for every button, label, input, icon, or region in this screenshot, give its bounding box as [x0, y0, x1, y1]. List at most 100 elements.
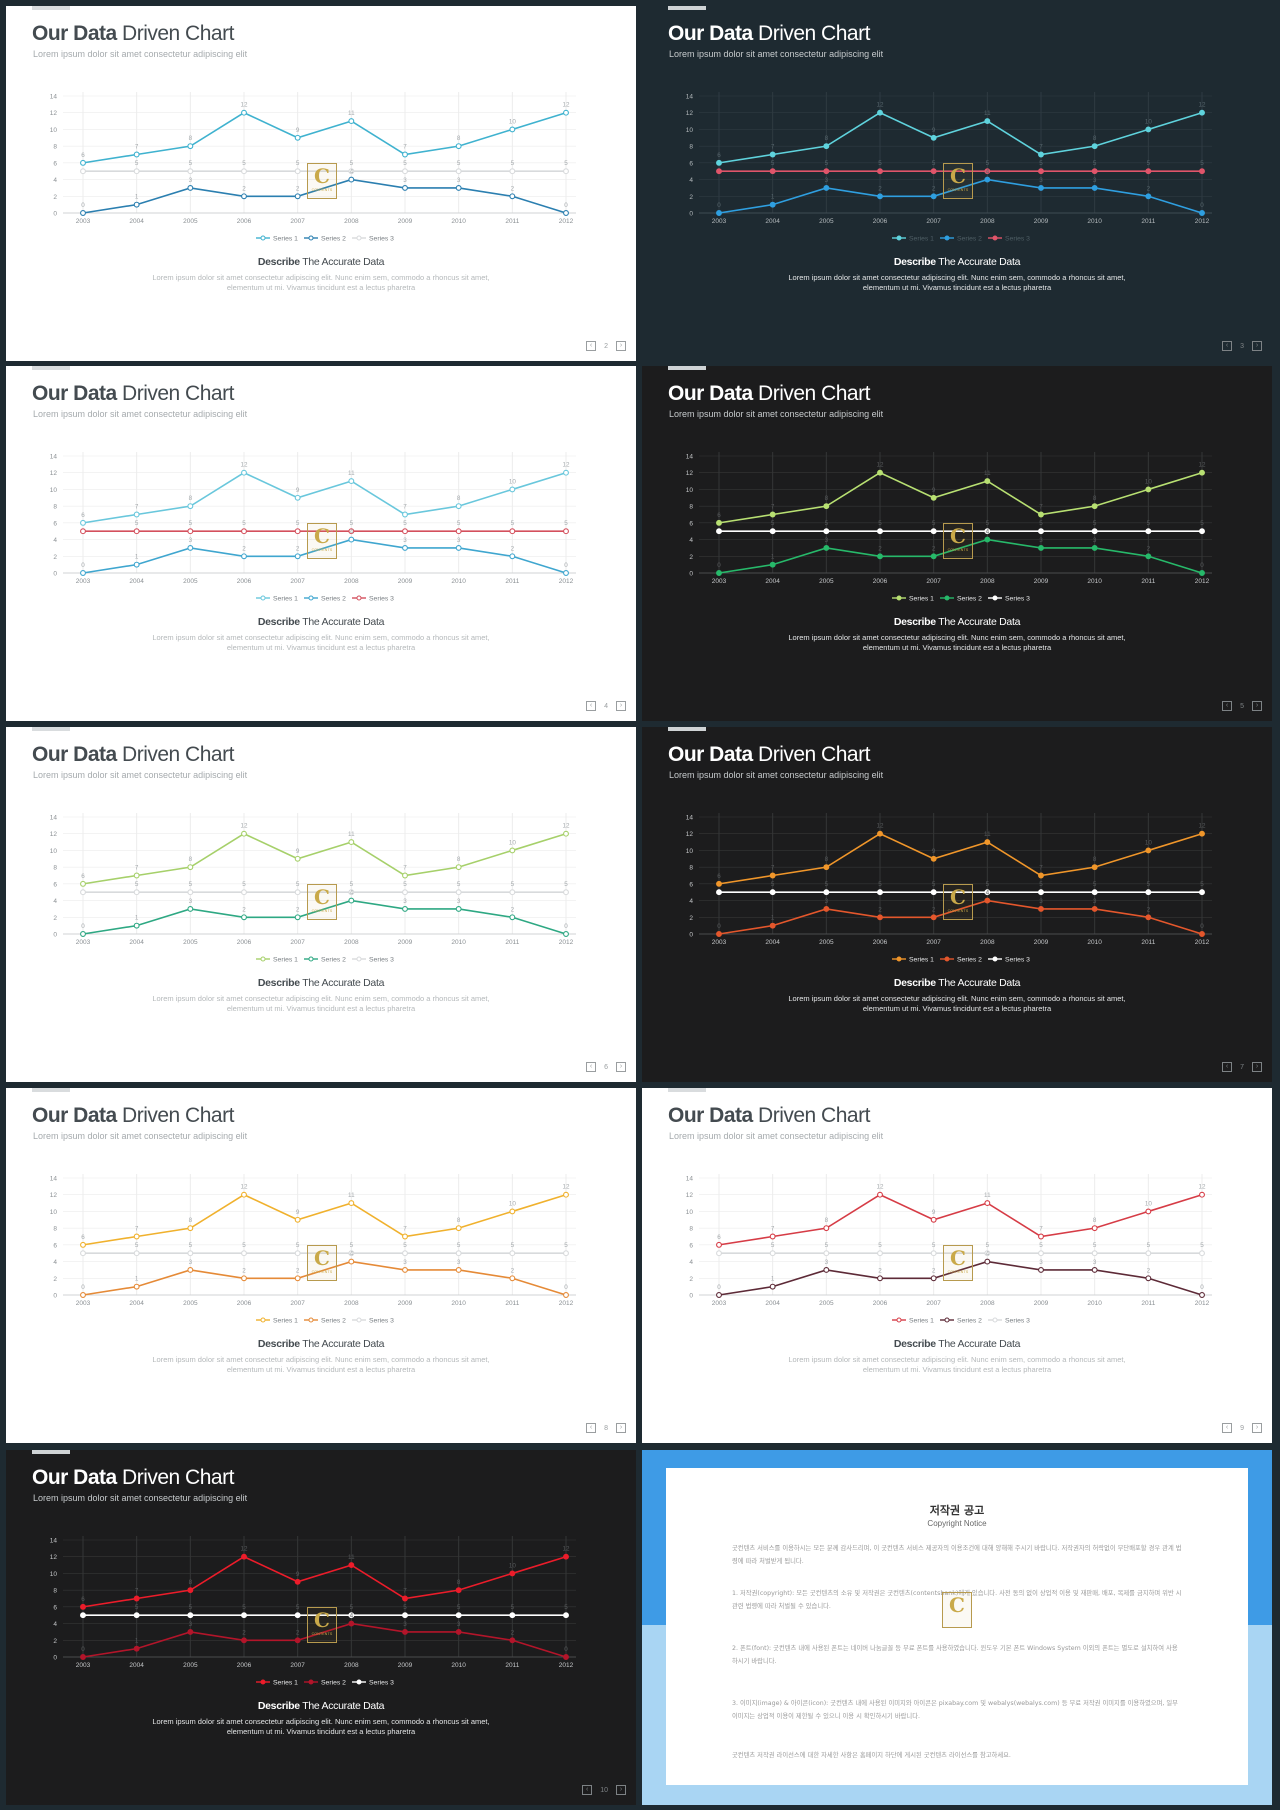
next-page-button[interactable]: › [1252, 1423, 1262, 1433]
next-page-button[interactable]: › [1252, 701, 1262, 711]
chart-slide: Our Data Driven Chart Lorem ipsum dolor … [642, 366, 1272, 721]
data-point [563, 210, 569, 216]
next-page-button[interactable]: › [616, 1785, 626, 1795]
x-tick-label: 2008 [344, 578, 359, 585]
x-tick-label: 2004 [765, 578, 780, 585]
legend-marker [260, 1679, 266, 1685]
x-tick-label: 2007 [926, 939, 941, 946]
data-point [930, 553, 937, 560]
slide-accent-bar [668, 1088, 706, 1092]
prev-page-button[interactable]: ‹ [1222, 1062, 1233, 1072]
data-label: 9 [932, 848, 936, 855]
next-page-button[interactable]: › [616, 1062, 626, 1072]
data-point [1038, 168, 1044, 175]
next-page-button[interactable]: › [1252, 341, 1262, 351]
x-tick-label: 2009 [398, 939, 413, 946]
x-tick-label: 2003 [76, 578, 91, 585]
prev-page-button[interactable]: ‹ [1222, 701, 1233, 711]
data-point [823, 1266, 830, 1273]
next-page-button[interactable]: › [616, 701, 626, 711]
y-tick-label: 0 [53, 1293, 57, 1300]
prev-page-button[interactable]: ‹ [1222, 1423, 1233, 1433]
data-label: 4 [350, 890, 354, 897]
prev-page-button[interactable]: ‹ [586, 341, 597, 351]
data-point [455, 168, 462, 175]
data-point [930, 494, 937, 501]
x-tick-label: 2003 [712, 578, 727, 585]
data-point [769, 889, 776, 896]
data-point [509, 914, 516, 921]
data-label: 8 [825, 135, 829, 142]
data-label: 5 [511, 160, 515, 167]
logo-watermark: C CONTENTS [943, 523, 973, 559]
data-label: 5 [350, 881, 354, 888]
x-tick-label: 2005 [183, 1662, 198, 1669]
data-point [133, 872, 140, 879]
title-bold: Our Data [32, 1104, 117, 1127]
series-line [82, 178, 567, 214]
data-label: 10 [509, 118, 517, 125]
legend-marker [992, 595, 998, 601]
data-point [930, 528, 937, 535]
data-point [823, 889, 830, 896]
y-tick-label: 8 [53, 1588, 57, 1595]
logo-text: CONTENTS [311, 1270, 333, 1274]
data-point [984, 1258, 991, 1265]
legend-label: Series 2 [321, 1317, 346, 1324]
slide-accent-bar [32, 1088, 70, 1092]
prev-page-button[interactable]: ‹ [586, 701, 597, 711]
prev-page-button[interactable]: ‹ [1222, 341, 1233, 351]
describe-light: The Accurate Data [302, 256, 385, 268]
data-point [930, 134, 937, 141]
y-tick-label: 14 [686, 94, 694, 101]
data-point [716, 570, 722, 576]
chart-slide: Our Data Driven Chart Lorem ipsum dolor … [6, 1088, 636, 1443]
data-point [984, 478, 991, 485]
prev-page-button[interactable]: ‹ [582, 1785, 593, 1795]
next-page-button[interactable]: › [616, 341, 626, 351]
data-point [133, 168, 140, 175]
y-tick-label: 4 [689, 1259, 693, 1266]
prev-page-button[interactable]: ‹ [586, 1423, 597, 1433]
next-page-button[interactable]: › [1252, 1062, 1262, 1072]
data-point [187, 905, 194, 912]
x-tick-label: 2011 [1141, 939, 1155, 946]
data-point [187, 1250, 194, 1257]
data-label: 12 [562, 1184, 570, 1191]
chart-slide: Our Data Driven Chart Lorem ipsum dolor … [6, 366, 636, 721]
data-label: 3 [825, 177, 829, 184]
data-point [823, 1250, 830, 1257]
data-label: 11 [348, 110, 355, 117]
data-point [509, 486, 516, 493]
legend-marker [308, 235, 314, 241]
data-point [509, 553, 516, 560]
y-tick-label: 8 [689, 504, 693, 511]
slide-body-text: Lorem ipsum dolor sit amet consectetur a… [152, 273, 490, 292]
data-label: 5 [564, 881, 568, 888]
data-point [1145, 914, 1152, 921]
data-point [769, 151, 776, 158]
slide-title: Our Data Driven Chart [32, 743, 234, 767]
x-tick-label: 2010 [1087, 939, 1102, 946]
prev-page-button[interactable]: ‹ [586, 1062, 597, 1072]
x-tick-label: 2005 [819, 939, 834, 946]
data-label: 0 [717, 923, 721, 930]
x-tick-label: 2010 [451, 218, 466, 225]
legend-label: Series 3 [1005, 1317, 1030, 1324]
data-label: 9 [932, 487, 936, 494]
data-point [402, 1250, 408, 1257]
data-label: 12 [240, 462, 248, 469]
x-tick-label: 2008 [980, 1300, 995, 1307]
data-point [1145, 1275, 1152, 1282]
legend-label: Series 2 [321, 235, 346, 242]
data-point [563, 528, 569, 535]
x-tick-label: 2004 [129, 939, 144, 946]
data-point [877, 528, 883, 535]
x-tick-label: 2003 [76, 1300, 91, 1307]
data-label: 6 [81, 512, 85, 519]
next-page-button[interactable]: › [616, 1423, 626, 1433]
data-point [402, 1595, 408, 1602]
data-label: 12 [562, 462, 570, 469]
data-label: 7 [403, 865, 407, 872]
